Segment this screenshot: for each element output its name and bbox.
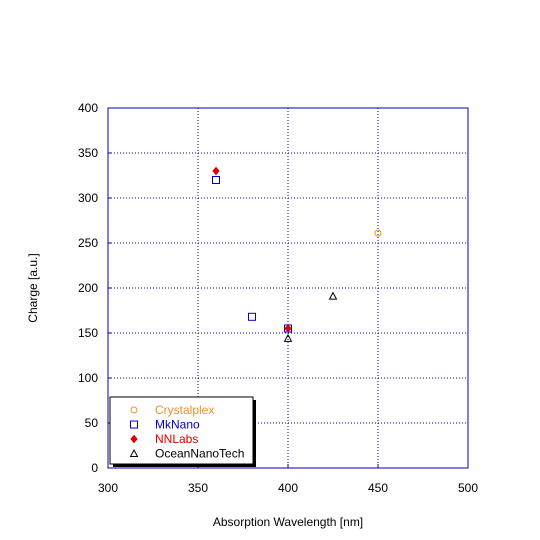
data-point [212, 166, 220, 176]
data-point [374, 229, 382, 237]
data-point [212, 176, 220, 184]
data-points [212, 166, 382, 342]
y-tick-label: 50 [85, 416, 99, 430]
y-tick-label: 200 [78, 281, 98, 295]
y-tick-label: 0 [91, 461, 98, 475]
y-axis-title: Charge [a.u.] [26, 253, 40, 322]
x-axis-title: Absorption Wavelength [nm] [213, 515, 363, 529]
x-tick-label: 450 [368, 481, 388, 495]
legend-marker [130, 406, 138, 414]
y-tick-label: 150 [78, 326, 98, 340]
y-tick-label: 300 [78, 191, 98, 205]
x-axis: 300 350 400 450 500 [98, 464, 478, 495]
x-tick-label: 500 [458, 481, 478, 495]
legend-marker [130, 420, 138, 429]
legend-label: MkNano [155, 418, 200, 432]
x-tick-label: 350 [188, 481, 208, 495]
legend-label: NNLabs [155, 432, 198, 446]
y-tick-label: 350 [78, 146, 98, 160]
data-point [283, 333, 293, 342]
y-tick-label: 250 [78, 236, 98, 250]
legend-label: OceanNanoTech [155, 447, 244, 461]
y-axis: 0 50 100 150 200 250 300 350 400 [78, 101, 112, 475]
legend-box [109, 396, 254, 465]
legend-marker [130, 434, 138, 444]
legend-marker [129, 448, 139, 457]
data-point [248, 312, 256, 321]
data-point [328, 291, 338, 300]
y-tick-label: 100 [78, 371, 98, 385]
data-point [284, 324, 292, 333]
x-tick-label: 300 [98, 481, 118, 495]
x-tick-label: 400 [278, 481, 298, 495]
legend-label: Crystalplex [155, 403, 214, 417]
y-tick-label: 400 [78, 101, 98, 115]
